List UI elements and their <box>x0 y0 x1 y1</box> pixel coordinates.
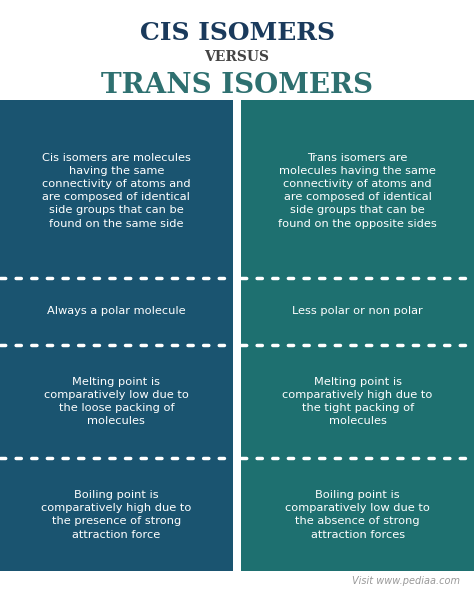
Bar <box>0 103 233 278</box>
Text: Trans isomers are
molecules having the same
connectivity of atoms and
are compos: Trans isomers are molecules having the s… <box>278 153 437 229</box>
Text: Boiling point is
comparatively low due to
the absence of strong
attraction force: Boiling point is comparatively low due t… <box>285 490 430 540</box>
Bar <box>241 100 474 103</box>
Bar <box>0 345 233 458</box>
Text: Cis isomers are molecules
having the same
connectivity of atoms and
are composed: Cis isomers are molecules having the sam… <box>42 153 191 229</box>
Bar <box>0 100 233 103</box>
Text: Melting point is
comparatively low due to
the loose packing of
molecules: Melting point is comparatively low due t… <box>44 377 189 426</box>
Text: Melting point is
comparatively high due to
the tight packing of
molecules: Melting point is comparatively high due … <box>283 377 433 426</box>
Text: Always a polar molecule: Always a polar molecule <box>47 306 186 316</box>
Text: Boiling point is
comparatively high due to
the presence of strong
attraction for: Boiling point is comparatively high due … <box>41 490 191 540</box>
Bar <box>0 278 233 345</box>
Text: VERSUS: VERSUS <box>204 50 270 64</box>
Text: Visit www.pediaa.com: Visit www.pediaa.com <box>352 576 460 586</box>
Bar <box>241 345 474 458</box>
Bar <box>241 103 474 278</box>
Bar <box>241 458 474 571</box>
Bar <box>241 278 474 345</box>
Text: Less polar or non polar: Less polar or non polar <box>292 306 423 316</box>
Text: TRANS ISOMERS: TRANS ISOMERS <box>101 72 373 99</box>
Text: CIS ISOMERS: CIS ISOMERS <box>139 21 335 45</box>
Bar <box>0 458 233 571</box>
